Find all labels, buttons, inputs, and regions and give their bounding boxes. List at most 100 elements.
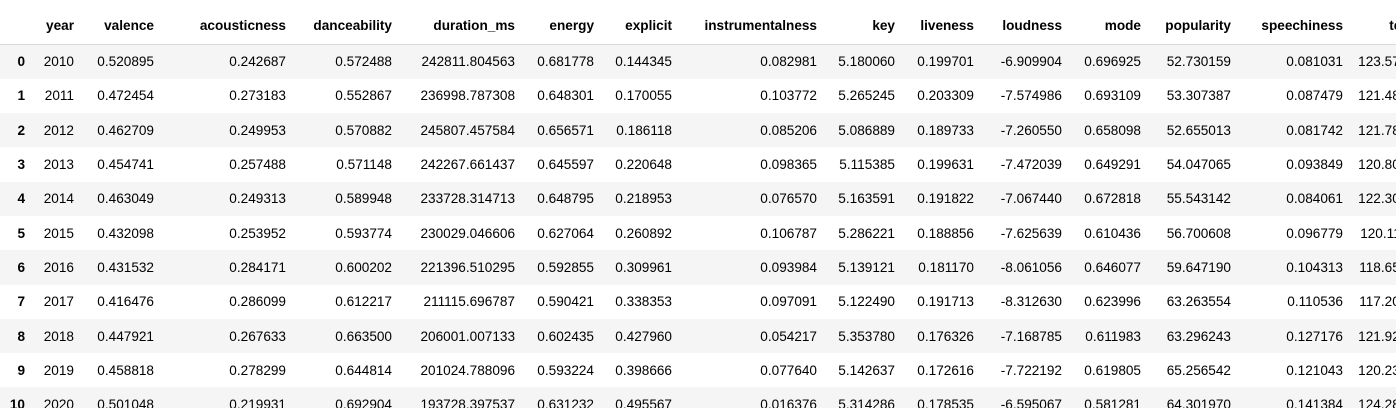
cell-liveness: 0.172616 <box>917 362 974 378</box>
cell-instrumentalness: 0.016376 <box>760 397 817 408</box>
cell-key: 5.180060 <box>838 54 895 70</box>
cell-tempo: 121.922308 <box>1358 328 1400 344</box>
cell-popularity: 52.655013 <box>1166 122 1231 138</box>
cell-instrumentalness: 0.082981 <box>760 54 817 70</box>
cell-energy: 0.627064 <box>537 225 594 241</box>
cell-loudness: -8.312630 <box>1000 294 1062 310</box>
cell-liveness: 0.188856 <box>917 225 974 241</box>
cell-key: 5.139121 <box>838 259 895 275</box>
cell-year: 2016 <box>43 259 74 275</box>
cell-key: 5.086889 <box>838 122 895 138</box>
cell-loudness: -8.061056 <box>1000 259 1062 275</box>
cell-speechiness: 0.081031 <box>1286 54 1343 70</box>
cell-tempo: 123.570215 <box>1358 54 1400 70</box>
column-header-loudness: loudness <box>981 7 1069 45</box>
cell-explicit: 0.220648 <box>615 157 672 173</box>
cell-liveness: 0.181170 <box>918 259 974 275</box>
cell-popularity: 53.307387 <box>1166 88 1231 104</box>
table-row: 10 2020 0.501048 0.219931 0.692904 193728.397… <box>0 387 1400 408</box>
row-index: 1 <box>17 88 25 104</box>
cell-key: 5.314286 <box>838 397 895 408</box>
cell-year: 2010 <box>43 54 74 70</box>
cell-year: 2018 <box>43 328 74 344</box>
cell-mode: 0.581281 <box>1084 397 1141 408</box>
cell-danceability: 0.663500 <box>335 328 392 344</box>
cell-valence: 0.458818 <box>97 362 154 378</box>
cell-duration-ms: 233728.314713 <box>420 191 516 207</box>
column-header-explicit: explicit <box>601 7 679 45</box>
cell-loudness: -7.067440 <box>1000 191 1062 207</box>
cell-popularity: 54.047065 <box>1166 157 1231 173</box>
cell-danceability: 0.612217 <box>335 294 392 310</box>
cell-energy: 0.602435 <box>537 328 594 344</box>
cell-tempo: 124.283129 <box>1358 397 1400 408</box>
cell-acousticness: 0.253952 <box>229 225 286 241</box>
cell-key: 5.286221 <box>838 225 895 241</box>
cell-popularity: 55.543142 <box>1166 191 1231 207</box>
column-header-duration-ms: duration_ms <box>399 7 522 45</box>
cell-speechiness: 0.093849 <box>1286 157 1343 173</box>
cell-liveness: 0.178535 <box>917 397 974 408</box>
cell-acousticness: 0.249313 <box>229 191 286 207</box>
cell-loudness: -7.574986 <box>1000 88 1062 104</box>
cell-instrumentalness: 0.097091 <box>760 294 817 310</box>
table-row: 3 2013 0.454741 0.257488 0.571148 242267.6614… <box>0 147 1400 181</box>
cell-tempo: 117.202740 <box>1359 294 1400 310</box>
column-header-acousticness: acousticness <box>161 7 293 45</box>
cell-tempo: 120.806829 <box>1358 157 1400 173</box>
cell-mode: 0.649291 <box>1084 157 1141 173</box>
cell-acousticness: 0.242687 <box>229 54 286 70</box>
cell-duration-ms: 211115.696787 <box>423 294 515 310</box>
cell-valence: 0.501048 <box>97 397 154 408</box>
cell-duration-ms: 221396.510295 <box>420 259 516 275</box>
table-row: 9 2019 0.458818 0.278299 0.644814 201024.7880… <box>0 353 1400 387</box>
cell-acousticness: 0.278299 <box>229 362 286 378</box>
cell-instrumentalness: 0.077640 <box>760 362 817 378</box>
cell-mode: 0.610436 <box>1084 225 1141 241</box>
cell-instrumentalness: 0.085206 <box>760 122 817 138</box>
cell-energy: 0.681778 <box>537 54 594 70</box>
cell-duration-ms: 206001.007133 <box>420 328 516 344</box>
table-row: 5 2015 0.432098 0.253952 0.593774 230029.0466… <box>0 216 1400 250</box>
cell-danceability: 0.692904 <box>335 397 392 408</box>
cell-year: 2012 <box>43 122 74 138</box>
cell-valence: 0.463049 <box>97 191 154 207</box>
cell-tempo: 120.115411 <box>1360 225 1400 241</box>
cell-danceability: 0.593774 <box>335 225 392 241</box>
cell-liveness: 0.189733 <box>917 122 974 138</box>
cell-explicit: 0.186118 <box>616 122 672 138</box>
column-header-danceability: danceability <box>293 7 399 45</box>
cell-duration-ms: 242811.804563 <box>421 54 516 70</box>
cell-liveness: 0.191822 <box>917 191 974 207</box>
cell-valence: 0.520895 <box>97 54 154 70</box>
column-header-popularity: popularity <box>1148 7 1238 45</box>
cell-duration-ms: 230029.046606 <box>420 225 516 241</box>
column-header-mode: mode <box>1069 7 1148 45</box>
cell-acousticness: 0.273183 <box>229 88 286 104</box>
cell-popularity: 59.647190 <box>1166 259 1231 275</box>
output-edge <box>1396 0 1400 408</box>
cell-speechiness: 0.081742 <box>1286 122 1343 138</box>
cell-danceability: 0.589948 <box>335 191 392 207</box>
cell-explicit: 0.260892 <box>615 225 672 241</box>
cell-popularity: 63.296243 <box>1166 328 1231 344</box>
cell-instrumentalness: 0.106787 <box>760 225 817 241</box>
cell-popularity: 63.263554 <box>1166 294 1231 310</box>
column-header-speechiness: speechiness <box>1238 7 1350 45</box>
cell-key: 5.265245 <box>838 88 895 104</box>
cell-explicit: 0.495567 <box>615 397 672 408</box>
cell-mode: 0.611983 <box>1085 328 1141 344</box>
cell-explicit: 0.309961 <box>615 259 672 275</box>
cell-popularity: 52.730159 <box>1166 54 1231 70</box>
cell-instrumentalness: 0.076570 <box>760 191 817 207</box>
cell-mode: 0.693109 <box>1084 88 1141 104</box>
row-index: 8 <box>17 328 25 344</box>
cell-speechiness: 0.096779 <box>1286 225 1343 241</box>
cell-acousticness: 0.249953 <box>229 122 286 138</box>
column-header-valence: valence <box>81 7 161 45</box>
cell-danceability: 0.552867 <box>335 88 392 104</box>
cell-loudness: -7.168785 <box>1000 328 1062 344</box>
cell-loudness: -7.722192 <box>1000 362 1062 378</box>
cell-speechiness: 0.141384 <box>1286 397 1343 408</box>
cell-explicit: 0.338353 <box>615 294 672 310</box>
